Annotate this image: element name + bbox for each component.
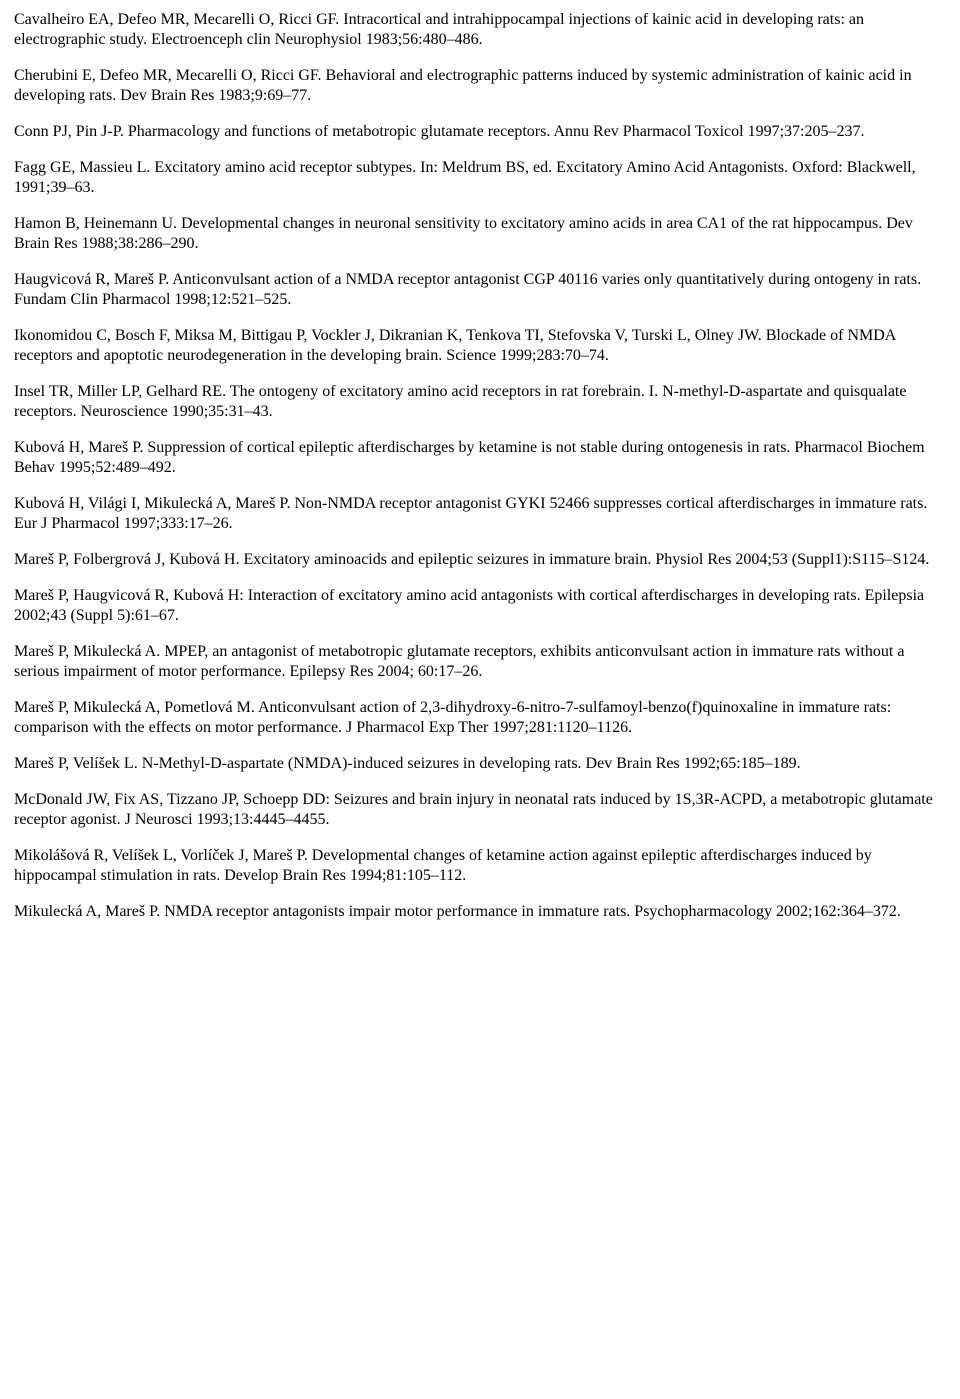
reference-item: Cherubini E, Defeo MR, Mecarelli O, Ricc…	[14, 66, 946, 106]
reference-item: Mareš P, Folbergrová J, Kubová H. Excita…	[14, 550, 946, 570]
reference-list: Cavalheiro EA, Defeo MR, Mecarelli O, Ri…	[14, 10, 946, 922]
reference-item: Kubová H, Világi I, Mikulecká A, Mareš P…	[14, 494, 946, 534]
reference-item: Mareš P, Mikulecká A, Pometlová M. Antic…	[14, 698, 946, 738]
reference-item: Haugvicová R, Mareš P. Anticonvulsant ac…	[14, 270, 946, 310]
reference-item: Mareš P, Velíšek L. N-Methyl-D-aspartate…	[14, 754, 946, 774]
reference-item: Mikulecká A, Mareš P. NMDA receptor anta…	[14, 902, 946, 922]
reference-item: Fagg GE, Massieu L. Excitatory amino aci…	[14, 158, 946, 198]
reference-item: Mareš P, Mikulecká A. MPEP, an antagonis…	[14, 642, 946, 682]
reference-item: Ikonomidou C, Bosch F, Miksa M, Bittigau…	[14, 326, 946, 366]
reference-item: Kubová H, Mareš P. Suppression of cortic…	[14, 438, 946, 478]
reference-item: Hamon B, Heinemann U. Developmental chan…	[14, 214, 946, 254]
reference-item: Conn PJ, Pin J-P. Pharmacology and funct…	[14, 122, 946, 142]
reference-item: Mikolášová R, Velíšek L, Vorlíček J, Mar…	[14, 846, 946, 886]
reference-item: McDonald JW, Fix AS, Tizzano JP, Schoepp…	[14, 790, 946, 830]
reference-item: Cavalheiro EA, Defeo MR, Mecarelli O, Ri…	[14, 10, 946, 50]
reference-item: Mareš P, Haugvicová R, Kubová H: Interac…	[14, 586, 946, 626]
reference-item: Insel TR, Miller LP, Gelhard RE. The ont…	[14, 382, 946, 422]
